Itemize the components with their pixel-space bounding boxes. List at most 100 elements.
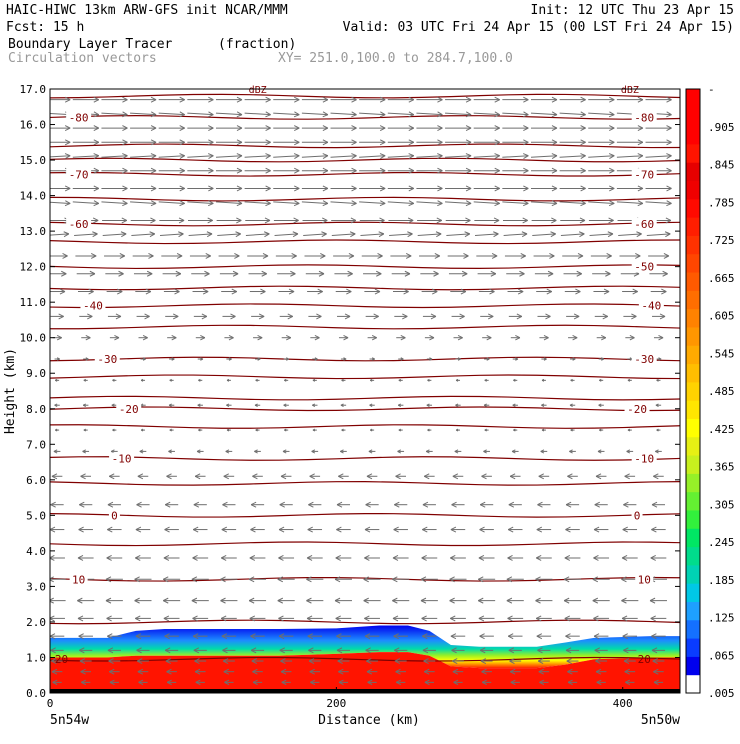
circulation-vector	[369, 403, 375, 407]
field-units: (fraction)	[218, 37, 296, 52]
circulation-vector	[425, 449, 433, 454]
circulation-vector	[52, 679, 62, 686]
circulation-vector	[564, 288, 581, 295]
circulation-vector	[507, 615, 524, 622]
circulation-vector	[273, 153, 300, 159]
circulation-vector	[101, 111, 128, 118]
circulation-vector	[163, 615, 180, 622]
circulation-vector	[50, 200, 71, 207]
circulation-vector	[598, 357, 605, 361]
circulation-vector	[364, 526, 380, 533]
circulation-vector	[101, 139, 128, 146]
circulation-vector	[513, 428, 518, 432]
circulation-vector	[82, 403, 89, 407]
circulation-vector	[81, 679, 91, 686]
circulation-vector	[624, 668, 636, 675]
circulation-vector	[341, 378, 346, 382]
y-tick-label: 17.0	[20, 83, 47, 96]
circulation-vector	[168, 449, 175, 454]
circulation-vector	[530, 139, 558, 146]
contour-label-bg	[631, 260, 657, 273]
xy-range: XY= 251.0,100.0 to 284.7,100.0	[278, 51, 513, 66]
y-tick-label: 2.0	[26, 616, 46, 629]
circulation-vector	[538, 473, 550, 480]
contour-label: -70	[634, 168, 654, 181]
contour-label: 0	[111, 509, 118, 522]
colorbar-label: .845	[708, 159, 735, 172]
circulation-vector	[158, 200, 185, 207]
circulation-vector	[164, 647, 179, 654]
circulation-vector	[369, 428, 375, 432]
circulation-vector	[507, 633, 523, 640]
circulation-vector	[163, 288, 180, 295]
circulation-vector	[301, 153, 329, 159]
circulation-vector	[588, 96, 615, 103]
circulation-vector	[50, 231, 70, 238]
circulation-vector	[330, 200, 357, 207]
circulation-vector	[104, 253, 126, 259]
circulation-vector	[533, 253, 555, 259]
y-tick-label: 7.0	[26, 438, 46, 451]
circulation-vector	[166, 679, 177, 686]
circulation-vector	[330, 96, 357, 103]
circulation-vector	[588, 200, 615, 207]
circulation-vector	[448, 270, 468, 277]
circulation-vector	[278, 288, 295, 295]
circulation-vector	[422, 633, 437, 640]
circulation-vector	[482, 334, 492, 341]
temperature-contour	[50, 619, 680, 625]
circulation-vector	[359, 139, 386, 146]
circulation-vector	[645, 125, 672, 132]
circulation-vector	[255, 428, 260, 432]
circulation-vector	[398, 428, 403, 432]
circulation-vector	[509, 473, 521, 480]
circulation-vector	[130, 200, 157, 207]
circulation-vector	[422, 313, 437, 320]
circulation-vector	[502, 139, 529, 146]
circulation-vector	[473, 111, 500, 118]
circulation-vector	[135, 633, 151, 640]
tracer-core-layer	[50, 652, 680, 693]
y-tick-label: 1.0	[26, 651, 46, 664]
circulation-vector	[335, 555, 352, 561]
circulation-vector	[455, 403, 461, 407]
y-tick-label: 10.0	[20, 332, 47, 345]
circulation-vector	[273, 185, 300, 192]
circulation-vector	[478, 576, 496, 583]
circulation-vector	[284, 378, 289, 382]
circulation-vector	[359, 167, 386, 174]
circulation-vector	[473, 167, 500, 174]
temperature-contour	[50, 656, 680, 662]
circulation-vector	[51, 658, 64, 664]
circulation-vector	[109, 334, 120, 341]
circulation-vector	[366, 658, 379, 664]
circulation-vector	[189, 253, 211, 259]
circulation-vector	[277, 597, 295, 604]
circulation-vector	[394, 647, 408, 654]
circulation-vector	[168, 403, 175, 407]
circulation-vector	[330, 139, 357, 146]
circulation-vector	[455, 378, 461, 382]
circulation-vector	[422, 526, 437, 533]
circulation-vector	[502, 111, 529, 118]
plot-frame	[49, 88, 681, 694]
circulation-vector	[191, 270, 210, 277]
contour-label: -40	[83, 300, 103, 313]
circulation-vector	[651, 633, 666, 640]
circulation-vector	[194, 668, 206, 675]
colorbar-swatch	[686, 143, 700, 163]
circulation-vector	[187, 217, 213, 224]
circulation-vector	[282, 449, 290, 454]
circulation-vector	[215, 125, 243, 132]
circulation-vector	[594, 313, 608, 320]
circulation-vector	[79, 313, 93, 320]
circulation-vector	[251, 658, 264, 664]
circulation-vector	[509, 658, 522, 664]
circulation-vector	[387, 167, 415, 174]
circulation-vector	[446, 231, 471, 238]
circulation-vector	[222, 647, 236, 654]
circulation-vector	[359, 217, 385, 224]
circulation-vector	[502, 96, 529, 103]
circulation-vector	[250, 526, 265, 533]
